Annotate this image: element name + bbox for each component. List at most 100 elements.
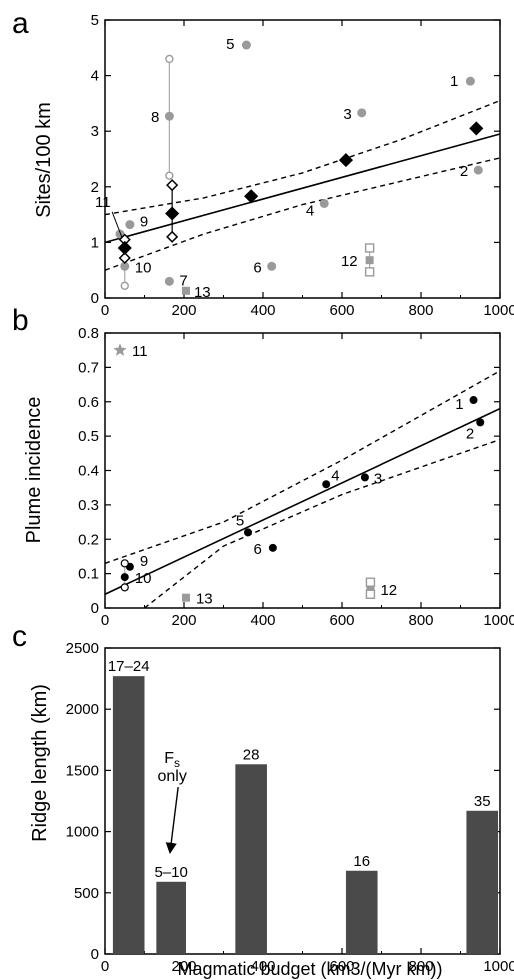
data-label: 3 — [343, 106, 351, 123]
panel-b-ytick-label: 0.3 — [78, 497, 99, 514]
binned-mean-diamond — [165, 206, 180, 221]
panel-c-xlabel: Magmatic budget (km3/(Myr km)) — [177, 959, 442, 979]
bar-value-label: 17–24 — [108, 658, 150, 675]
panel-a-ytick-label: 5 — [91, 12, 99, 29]
data-label: 11 — [95, 194, 111, 211]
open-circle-point — [120, 559, 129, 568]
panel-a-xtick-label: 0 — [101, 302, 109, 319]
data-point — [322, 480, 331, 489]
panel-c-letter: c — [12, 620, 27, 653]
data-label: 2 — [460, 163, 468, 180]
panel-a-xtick-label: 400 — [250, 302, 275, 319]
panel-b-ylabel: Plume incidence — [23, 397, 45, 544]
panel-b-ytick-label: 0.5 — [78, 428, 99, 445]
regression-line — [104, 133, 501, 244]
panel-a-ytick-label: 0 — [91, 290, 99, 307]
panel-b-ytick-label: 0.7 — [78, 359, 99, 376]
data-point-square — [366, 585, 375, 594]
open-circle-point — [120, 583, 129, 592]
binned-mean-diamond — [338, 153, 354, 168]
bar — [112, 676, 145, 954]
data-point — [473, 165, 483, 175]
regression-line — [104, 407, 501, 595]
data-label: 12 — [380, 582, 397, 599]
data-label: 2 — [466, 425, 474, 442]
open-square-point — [365, 577, 376, 587]
data-label: 6 — [254, 541, 262, 558]
data-point — [319, 198, 329, 208]
data-label: 7 — [179, 272, 187, 289]
data-label: 12 — [341, 253, 358, 270]
panel-b-letter: b — [12, 304, 29, 337]
open-circle-point — [165, 54, 174, 64]
bar-value-label: 28 — [243, 746, 260, 763]
data-label: 1 — [450, 73, 458, 90]
binned-mean-diamond — [469, 121, 484, 136]
data-label: 13 — [196, 591, 213, 608]
panel-b-xtick-label: 200 — [171, 612, 196, 629]
data-point — [476, 418, 485, 427]
data-label: 6 — [253, 259, 261, 276]
binned-mean-diamond — [244, 189, 259, 204]
open-diamond-point — [166, 179, 179, 192]
panel-b-ytick-label: 0.8 — [78, 325, 99, 342]
bar-value-label: 35 — [474, 793, 491, 810]
bar — [235, 764, 267, 954]
data-label: 13 — [194, 284, 211, 301]
annotation-fs: Fs — [164, 750, 180, 770]
data-point — [469, 396, 478, 405]
panel-a-xtick-label: 200 — [171, 302, 196, 319]
open-circle-point — [120, 281, 129, 290]
panel-a-frame — [104, 19, 501, 299]
confidence-lower-line — [144, 438, 501, 609]
data-label: 8 — [151, 109, 159, 126]
open-diamond-point — [166, 230, 179, 243]
panel-b-xtick-label: 600 — [329, 612, 354, 629]
panel-c-xtick-label: 200 — [171, 958, 196, 975]
panel-a-letter: a — [12, 7, 29, 40]
confidence-lower-line — [104, 157, 501, 271]
panel-c-ytick-label: 1000 — [66, 824, 99, 841]
annotation-arrow — [165, 786, 179, 854]
panel-c-ytick-label: 1500 — [66, 762, 99, 779]
data-label: 9 — [140, 553, 148, 570]
data-point — [125, 220, 135, 230]
data-point — [243, 528, 252, 537]
panel-b-ytick-label: 0.4 — [78, 463, 99, 480]
panel-c-xtick-label: 800 — [408, 958, 433, 975]
panel-a-ytick-label: 1 — [91, 234, 99, 251]
bar — [466, 810, 499, 954]
panel-b-ytick-label: 0.1 — [78, 566, 99, 583]
data-point-square — [365, 256, 374, 265]
data-label: 9 — [140, 214, 148, 231]
open-square-point — [364, 243, 375, 253]
data-label: 5 — [236, 512, 244, 529]
data-label: 5 — [226, 36, 234, 53]
open-square-point — [365, 589, 376, 599]
panel-b-xtick-label: 400 — [250, 612, 275, 629]
annotation-only: only — [157, 768, 186, 785]
panel-c-ytick-label: 2000 — [66, 701, 99, 718]
panel-b-ytick-label: 0 — [91, 600, 99, 617]
panel-a-ylabel: Sites/100 km — [33, 102, 55, 218]
panel-a-xtick-label: 800 — [408, 302, 433, 319]
data-label: 4 — [331, 467, 339, 484]
panel-c-xtick-label: 0 — [101, 958, 109, 975]
data-point — [120, 261, 130, 271]
label-11-leader — [111, 211, 124, 240]
panel-b-xtick-label: 1000 — [483, 612, 514, 629]
data-label: 10 — [135, 259, 152, 276]
panel-c-xtick-label: 1000 — [483, 958, 514, 975]
bar — [345, 870, 378, 954]
panel-a-ytick-label: 4 — [91, 68, 99, 85]
data-label: 11 — [132, 343, 148, 360]
data-point — [120, 573, 129, 582]
panel-a-ytick-label: 2 — [91, 179, 99, 196]
data-point — [241, 40, 251, 50]
panel-c-ytick-label: 2500 — [66, 640, 99, 657]
data-point-square — [181, 593, 190, 602]
data-point — [360, 473, 369, 482]
confidence-upper-line — [104, 370, 501, 564]
open-circle-point — [165, 171, 174, 180]
data-label: 10 — [135, 570, 152, 587]
